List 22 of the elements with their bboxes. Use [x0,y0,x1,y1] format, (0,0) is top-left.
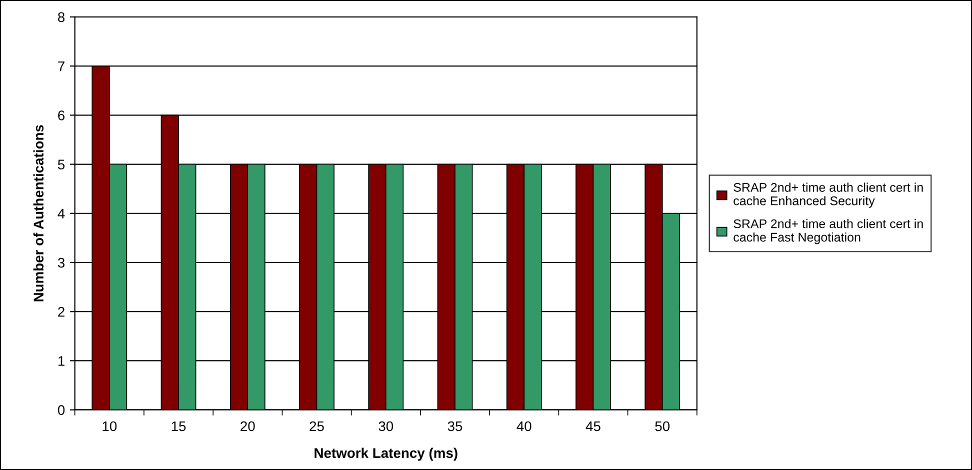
y-tick-label: 5 [58,160,65,170]
x-tick-label: 10 [102,421,117,432]
y-tick-label: 2 [58,306,64,317]
y-tick-label: 0 [58,405,65,416]
x-tick-label: 45 [586,421,600,432]
x-tick-label: 25 [310,421,324,432]
x-tick-label: 15 [172,421,186,432]
y-tick-label: 4 [58,208,65,218]
y-tick-label: 7 [58,62,64,72]
y-axis-title: Number of Authentications [33,125,44,302]
x-tick-label: 50 [655,421,670,432]
x-axis-title: Network Latency (ms) [314,448,458,461]
x-tick-label: 30 [378,421,394,432]
x-tick-label: 35 [448,421,462,432]
legend-label: SRAP 2nd+ time auth client cert in cache Fast Negotiation [734,219,923,244]
y-tick-label: 3 [58,258,65,268]
y-tick-label: 8 [58,12,65,22]
legend-label: SRAP 2nd+ time auth client cert in cache Enhanced Security [734,182,923,208]
x-tick-label: 20 [240,421,255,432]
y-tick-label: 1 [58,356,64,366]
x-tick-label: 40 [516,421,532,432]
y-tick-label: 6 [58,110,65,120]
